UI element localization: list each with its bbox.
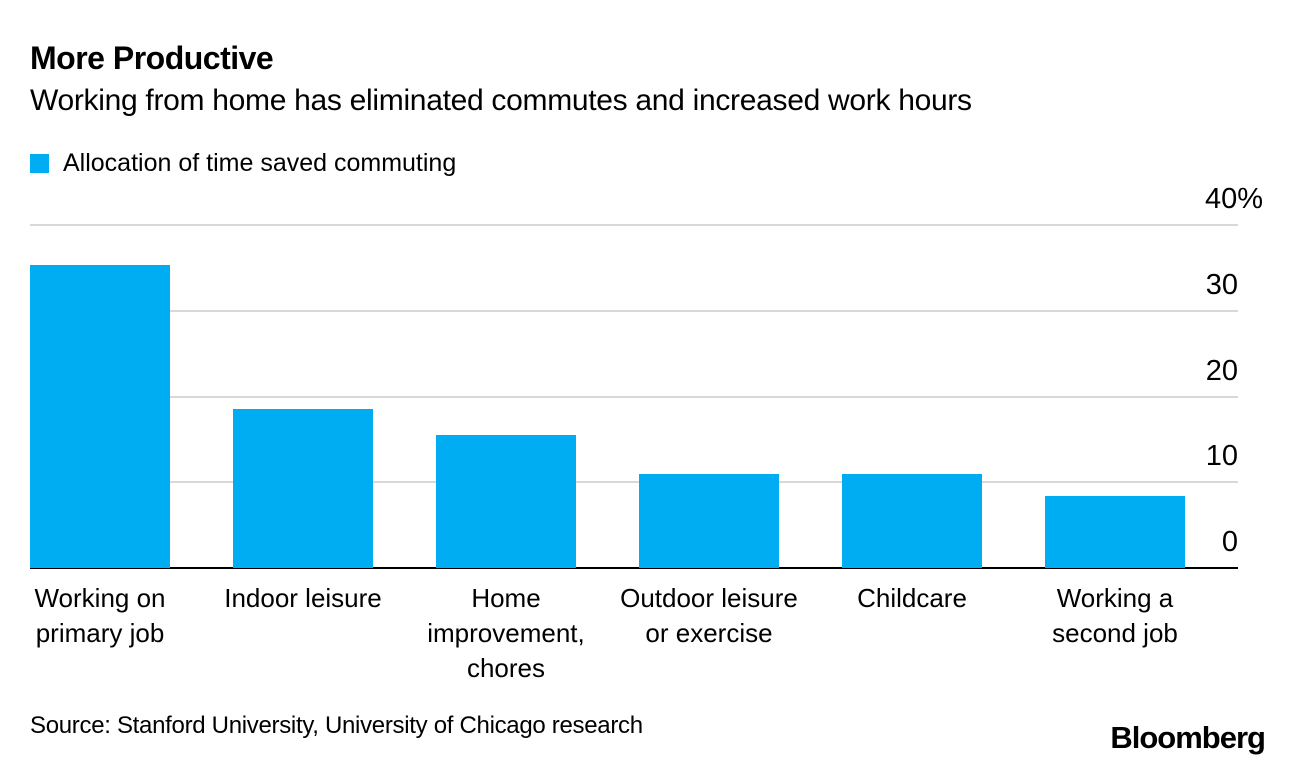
bar <box>233 409 373 568</box>
x-axis-line <box>30 567 1238 569</box>
source-note: Source: Stanford University, University … <box>30 712 643 739</box>
y-axis-tick-label: 10 <box>1205 440 1238 472</box>
x-axis-category-label: Outdoor leisure or exercise <box>620 583 798 648</box>
gridline <box>30 396 1238 398</box>
legend-label: Allocation of time saved commuting <box>63 149 457 177</box>
bar <box>436 435 576 568</box>
gridline <box>30 481 1238 483</box>
bar <box>639 474 779 568</box>
gridline <box>30 310 1238 312</box>
bloomberg-logo: Bloomberg <box>1110 720 1266 755</box>
y-axis-tick-label: 30 <box>1205 269 1238 301</box>
x-axis-category-label: Working a second job <box>1052 583 1178 648</box>
gridline <box>30 224 1238 226</box>
x-axis-category-label: Indoor leisure <box>224 583 382 613</box>
legend: Allocation of time saved commuting <box>30 149 456 177</box>
y-axis-tick-label: 40% <box>1204 183 1263 215</box>
legend-swatch-icon <box>30 153 49 173</box>
y-axis-tick-label: 20 <box>1205 355 1238 387</box>
bar <box>842 474 982 568</box>
chart-subtitle: Working from home has eliminated commute… <box>30 84 972 117</box>
bar <box>1045 496 1185 568</box>
y-axis-tick-label: 0 <box>1221 526 1238 558</box>
x-axis-category-label: Childcare <box>857 583 967 613</box>
x-axis-category-label: Working on primary job <box>34 583 166 648</box>
bar <box>30 265 170 568</box>
chart-title: More Productive <box>30 40 274 76</box>
x-axis-category-label: Home improvement, chores <box>427 583 585 683</box>
